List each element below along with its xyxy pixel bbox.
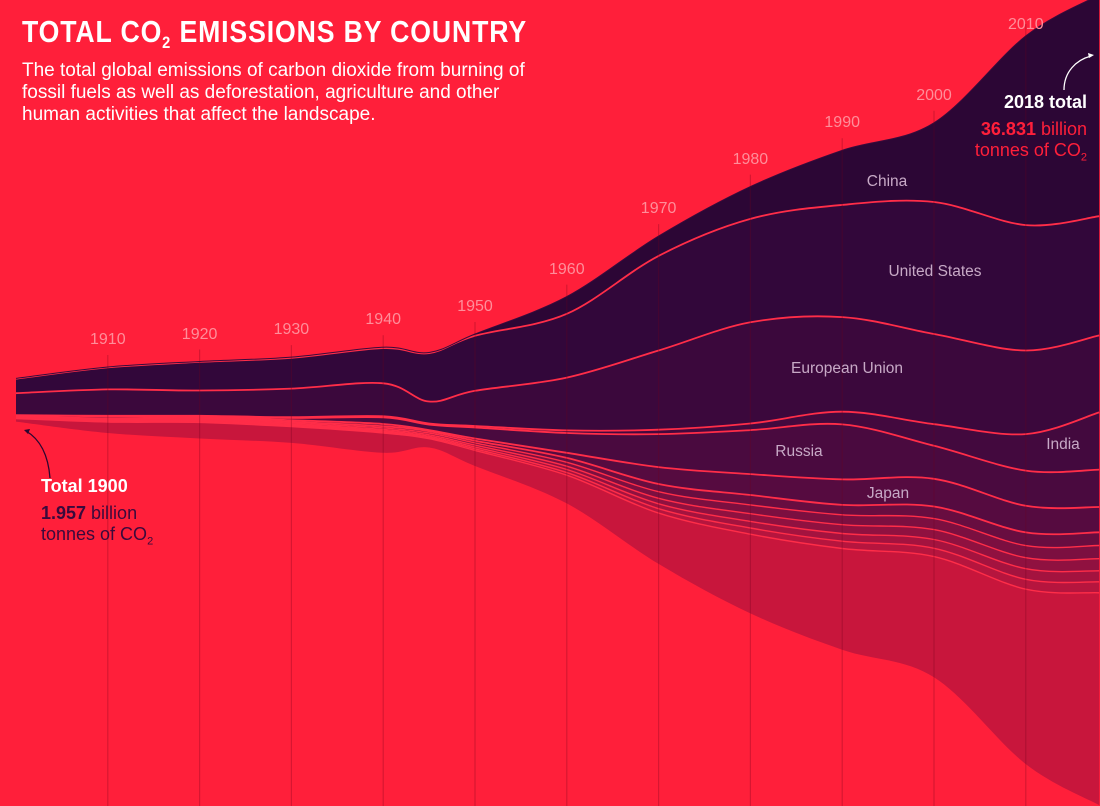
year-label-1990: 1990 <box>824 114 860 132</box>
band-united-states <box>16 200 1100 402</box>
annotation-unit: billion <box>86 503 138 523</box>
annotation-subscript: 2 <box>1080 151 1087 164</box>
band-china <box>16 0 1100 379</box>
label-india: India <box>1046 436 1080 453</box>
arrow-2018-icon <box>1063 55 1092 91</box>
title-text: TOTAL CO <box>22 14 163 49</box>
band-boundary-line <box>15 315 1100 403</box>
year-label-1910: 1910 <box>90 331 126 348</box>
band-other-11 <box>16 418 1100 806</box>
title-subscript: 2 <box>162 33 172 52</box>
annotation-unit-line2: tonnes of CO <box>41 524 148 544</box>
band-european-union <box>16 316 1100 435</box>
label-japan: Japan <box>866 485 910 502</box>
year-label-1960: 1960 <box>549 260 585 278</box>
label-european-union: European Union <box>790 360 904 377</box>
annotation-label: Total 1900 <box>41 476 128 496</box>
annotation-total-1900: Total 1900 1.957 billion tonnes of CO2 <box>41 476 153 553</box>
annotation-unit: billion <box>1035 119 1087 139</box>
annotation-unit-line2: tonnes of CO <box>974 140 1081 160</box>
year-label-1980: 1980 <box>732 150 769 168</box>
year-label-1940: 1940 <box>365 311 401 329</box>
arrow-1900-icon <box>25 430 51 479</box>
label-russia: Russia <box>775 443 823 460</box>
band-russia <box>16 415 1100 509</box>
year-label-1930: 1930 <box>273 321 310 339</box>
band-other-6 <box>16 416 1100 548</box>
page-title: TOTAL CO2 EMISSIONS BY COUNTRY <box>22 14 527 53</box>
country-bands <box>16 0 1100 806</box>
band-other-7 <box>16 417 1100 561</box>
band-other-10 <box>16 418 1100 594</box>
band-boundary-line <box>15 415 1100 510</box>
title-text-suffix: EMISSIONS BY COUNTRY <box>171 14 527 49</box>
year-label-2010: 2010 <box>1008 16 1044 33</box>
year-gridlines-overlay <box>107 23 1027 806</box>
year-label-1950: 1950 <box>457 298 493 315</box>
band-boundary-line <box>15 417 1100 594</box>
year-label-1920: 1920 <box>181 325 218 343</box>
annotation-value: 1.957 <box>41 503 87 523</box>
annotation-value: 36.831 <box>980 119 1036 139</box>
subtitle: The total global emissions of carbon dio… <box>22 60 525 125</box>
band-boundary-lines <box>15 0 1100 594</box>
top-outline <box>15 0 1091 379</box>
band-other-8 <box>16 417 1100 572</box>
label-china: China <box>866 173 908 190</box>
year-label-2000: 2000 <box>916 86 952 104</box>
annotation-label: 2018 total <box>1003 92 1087 112</box>
annotation-total-2018: 2018 total 36.831 billion tonnes of CO2 <box>975 92 1087 169</box>
band-boundary-line <box>15 416 1100 536</box>
label-united-states: United States <box>888 263 982 280</box>
annotation-subscript: 2 <box>147 535 154 548</box>
band-boundary-line <box>15 416 1100 549</box>
band-other-9 <box>16 418 1100 583</box>
year-label-1970: 1970 <box>640 200 677 218</box>
arrow-1900-head <box>24 429 30 434</box>
arrow-2018-head <box>1088 53 1094 58</box>
